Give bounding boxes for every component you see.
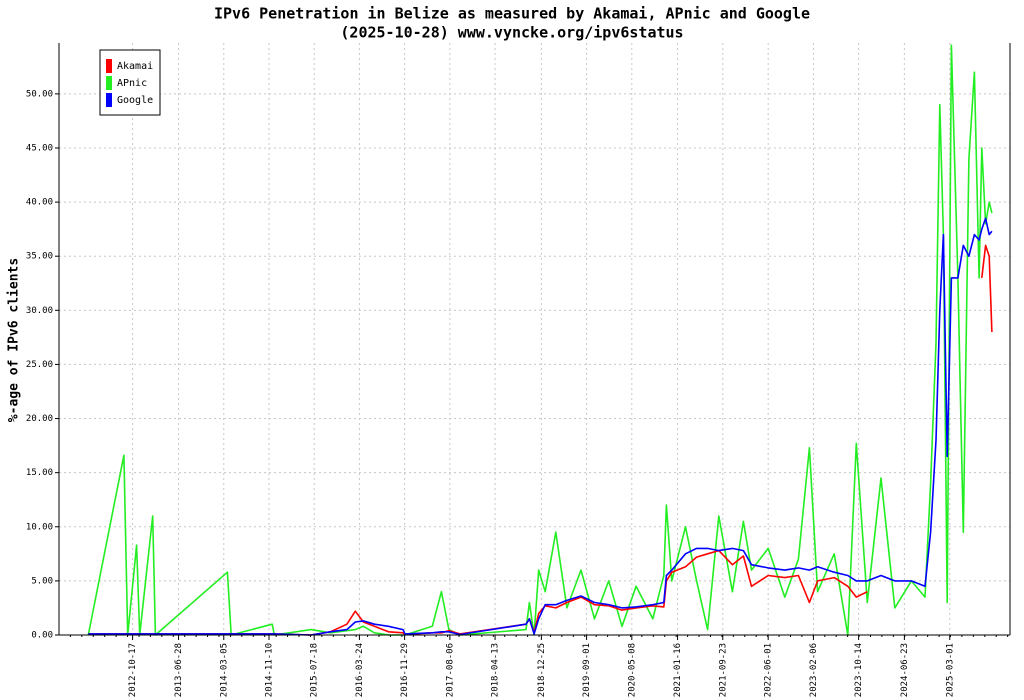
x-tick-label: 2015-07-18 — [310, 643, 320, 697]
x-tick-label: 2021-09-23 — [718, 643, 728, 697]
x-tick-label: 2016-11-29 — [400, 643, 410, 697]
legend-label: Google — [117, 95, 153, 106]
y-axis-label: %-age of IPv6 clients — [7, 258, 22, 422]
series-line — [88, 217, 993, 636]
y-tick-label: 50.00 — [26, 89, 53, 99]
series-line — [87, 44, 993, 636]
legend-swatch — [106, 59, 112, 73]
x-tick-label: 2021-01-16 — [673, 643, 683, 697]
x-tick-label: 2012-10-17 — [128, 643, 138, 697]
y-tick-label: 0.00 — [31, 631, 53, 641]
x-tick-label: 2013-06-28 — [174, 643, 184, 697]
y-tick-label: 20.00 — [26, 414, 53, 424]
x-tick-label: 2024-06-23 — [900, 643, 910, 697]
axes: 0.00 5.00 10.00 15.00 20.00 25.00 30.00 35.00 40… — [26, 43, 1011, 697]
legend-label: Akamai — [117, 61, 153, 72]
x-tick-label: 2020-05-08 — [627, 643, 637, 697]
legend-swatch — [106, 76, 112, 90]
x-tick-label: 2014-11-10 — [264, 643, 274, 697]
x-tick-label: 2018-04-13 — [491, 643, 501, 697]
y-tick-label: 10.00 — [26, 522, 53, 532]
y-tick-label: 45.00 — [26, 143, 53, 153]
plot — [87, 44, 993, 636]
x-tick-label: 2023-10-14 — [854, 643, 864, 697]
y-tick-label: 15.00 — [26, 468, 53, 478]
x-tick-label: 2023-02-06 — [809, 643, 819, 697]
x-tick-label: 2014-03-05 — [219, 643, 229, 697]
y-tick-label: 35.00 — [26, 252, 53, 262]
legend-label: APnic — [117, 78, 147, 89]
x-tick-label: 2019-09-01 — [582, 643, 592, 697]
chart-subtitle: (2025-10-28) www.vyncke.org/ipv6status — [340, 24, 683, 42]
chart-title: IPv6 Penetration in Belize as measured b… — [214, 5, 810, 23]
x-tick-label: 2025-03-01 — [945, 643, 955, 697]
x-tick-label: 2016-03-24 — [355, 643, 365, 697]
y-tick-label: 30.00 — [26, 306, 53, 316]
y-tick-label: 40.00 — [26, 198, 53, 208]
legend-swatch — [106, 93, 112, 107]
x-tick-label: 2017-08-06 — [445, 643, 455, 697]
x-tick-label: 2018-12-25 — [537, 643, 547, 697]
y-tick-label: 25.00 — [26, 360, 53, 370]
x-tick-label: 2022-06-01 — [764, 643, 774, 697]
y-tick-label: 5.00 — [31, 576, 53, 586]
legend: Akamai APnic Google — [99, 49, 161, 116]
